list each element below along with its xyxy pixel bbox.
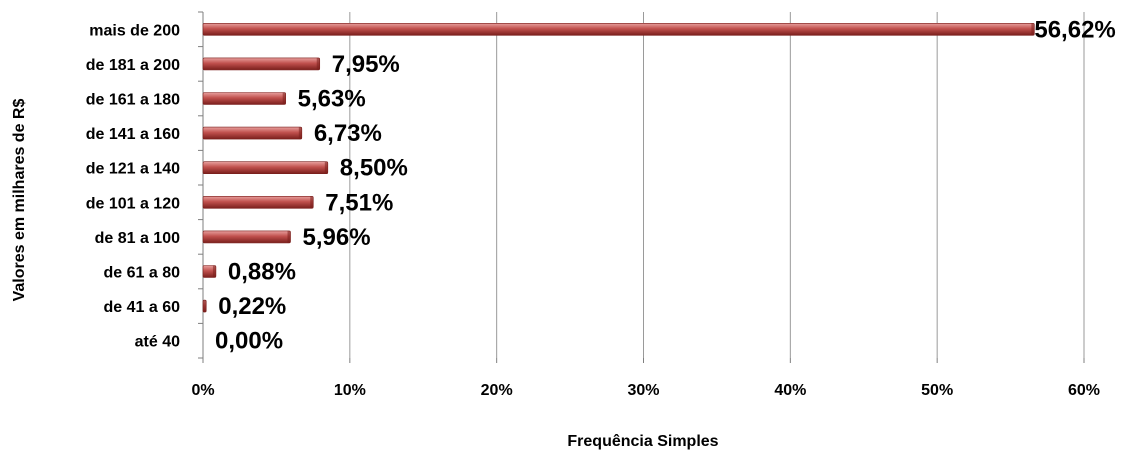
bar-end-cap <box>1031 23 1035 36</box>
x-tick-label: 20% <box>481 382 513 399</box>
data-label: 0,00% <box>215 328 283 355</box>
bar-end-cap <box>287 230 291 243</box>
bar <box>202 196 314 209</box>
x-tick-label: 10% <box>334 382 366 399</box>
y-tick-label: de 121 a 140 <box>86 161 180 178</box>
data-label: 56,62% <box>1034 16 1115 43</box>
bar <box>202 57 321 71</box>
grid-lines <box>198 11 1085 363</box>
bar <box>202 126 303 140</box>
bars <box>202 22 1035 313</box>
y-tick-label: até 40 <box>135 334 180 351</box>
x-tick-label: 40% <box>774 382 806 399</box>
x-tick-label: 50% <box>921 382 953 399</box>
data-labels: 0,00% 0,22% 0,88% 5,96% 7,51% 8,50% 6,73% 5,63%… <box>215 16 1116 354</box>
y-tick-label: de 181 a 200 <box>86 57 180 74</box>
y-tick-label: de 61 a 80 <box>104 265 181 282</box>
y-tick-label: de 41 a 60 <box>104 299 181 316</box>
bar-end-cap <box>212 265 216 278</box>
bar-end-cap <box>310 196 314 209</box>
data-label: 6,73% <box>314 120 382 147</box>
x-tick-label: 0% <box>191 382 214 399</box>
bar-end-cap <box>316 57 320 70</box>
bar-end-cap <box>203 300 207 313</box>
data-label: 0,22% <box>218 293 286 320</box>
data-label: 0,88% <box>228 259 296 286</box>
bar <box>202 161 329 174</box>
bar <box>202 92 286 105</box>
y-tick-label: de 101 a 120 <box>86 195 180 212</box>
bar <box>202 22 1035 36</box>
y-tick-label: de 81 a 100 <box>95 230 181 247</box>
data-label: 8,50% <box>340 155 408 182</box>
data-label: 5,63% <box>298 86 366 113</box>
x-tick-label: 30% <box>627 382 659 399</box>
x-tick-labels: 0% 10% 20% 30% 40% 50% 60% <box>191 382 1100 399</box>
bar-end-cap <box>324 161 328 174</box>
bar-end-cap <box>298 127 302 140</box>
data-label: 7,51% <box>325 189 393 216</box>
x-axis-label: Frequência Simples <box>567 433 718 450</box>
data-label: 7,95% <box>332 51 400 78</box>
y-tick-labels: até 40 de 41 a 60 de 61 a 80 de 81 a 100 de … <box>86 22 180 350</box>
bar <box>202 230 291 244</box>
data-label: 5,96% <box>303 224 371 251</box>
y-tick-label: mais de 200 <box>89 22 180 39</box>
y-axis-label: Valores em milhares de R$ <box>11 99 28 302</box>
y-tick-label: de 141 a 160 <box>86 126 180 143</box>
y-tick-label: de 161 a 180 <box>86 92 180 109</box>
x-tick-label: 60% <box>1068 382 1100 399</box>
bar-end-cap <box>282 92 286 105</box>
